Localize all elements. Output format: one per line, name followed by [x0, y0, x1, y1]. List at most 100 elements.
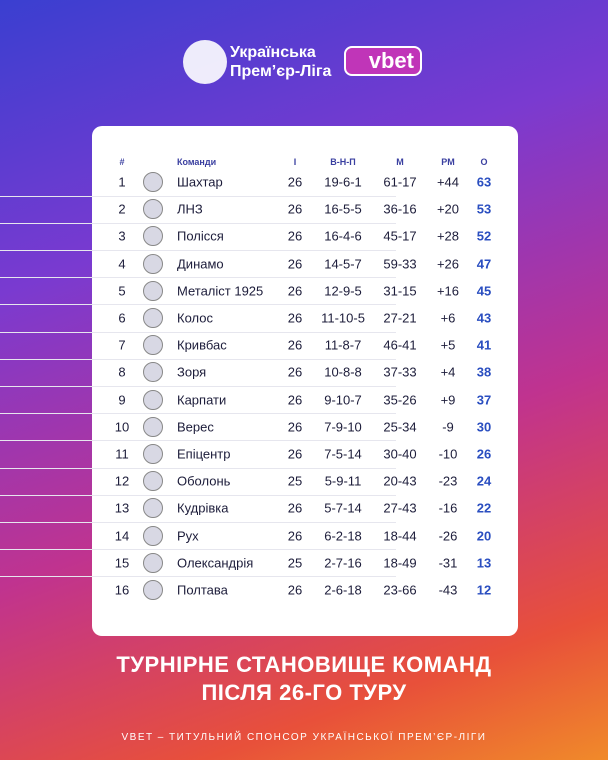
team: Верес: [177, 419, 214, 435]
goal-diff: +28: [436, 228, 460, 244]
played: 25: [287, 473, 303, 489]
goals: 35-26: [383, 392, 417, 408]
team: Кудрівка: [177, 500, 229, 516]
played: 26: [287, 201, 303, 217]
points: 24: [476, 473, 492, 489]
goals: 46-41: [383, 337, 417, 353]
record: 16-4-6: [324, 228, 362, 244]
league-name: Прем’єр-Ліга: [230, 63, 332, 80]
team-logo: [143, 552, 163, 573]
team-logo: [143, 389, 163, 410]
points: 43: [476, 310, 492, 326]
team: Полісся: [177, 228, 224, 244]
points: 30: [476, 419, 492, 435]
team: Полтава: [177, 582, 228, 598]
goals: 23-66: [383, 582, 417, 598]
row-separator: [0, 304, 396, 306]
team: Колос: [177, 310, 213, 326]
goal-diff: -43: [438, 582, 458, 598]
team-logo: [143, 172, 163, 192]
team-logo: [143, 498, 163, 519]
points: 53: [476, 201, 492, 217]
goals: 27-43: [383, 500, 417, 516]
goal-diff: +5: [440, 337, 456, 353]
row-separator: [0, 358, 396, 360]
record: 5-7-14: [324, 500, 362, 516]
points: 20: [476, 528, 492, 544]
played: 26: [287, 582, 303, 598]
rank: 6: [118, 310, 126, 326]
row-separator: [0, 277, 396, 279]
row-separator: [0, 494, 396, 496]
team: Шахтар: [177, 174, 223, 190]
team: Олександрія: [177, 555, 254, 571]
rank: 7: [118, 337, 126, 353]
team-logo: [143, 308, 163, 328]
goal-diff: -31: [438, 555, 458, 571]
row-separator: [0, 522, 396, 523]
team-logo: [143, 280, 163, 301]
column-header: #: [119, 157, 125, 167]
goal-diff: +6: [440, 310, 456, 326]
team: ЛНЗ: [177, 201, 203, 217]
row-separator: [0, 576, 396, 578]
rank: 13: [114, 500, 130, 516]
team: Оболонь: [177, 473, 231, 489]
record: 5-9-11: [324, 473, 362, 489]
record: 9-10-7: [324, 392, 362, 408]
team-logo: [143, 199, 163, 220]
row-separator: [0, 250, 396, 251]
goals: 18-44: [383, 528, 417, 544]
points: 47: [476, 256, 492, 272]
rank: 4: [118, 256, 126, 272]
played: 26: [287, 337, 303, 353]
goals: 20-43: [383, 473, 417, 489]
points: 22: [476, 500, 492, 516]
goal-diff: +26: [436, 256, 460, 272]
column-header: М: [396, 157, 404, 167]
team: Рух: [177, 528, 199, 544]
team: Зоря: [177, 364, 207, 380]
record: 2-6-18: [324, 582, 362, 598]
column-header: В-Н-П: [330, 157, 356, 167]
team-logo: [143, 226, 163, 247]
rank: 16: [114, 582, 130, 598]
sponsor-logo: vbet: [344, 46, 422, 76]
goals: 25-34: [383, 419, 417, 435]
league-name: Українська: [230, 44, 316, 61]
team-logo: [143, 471, 163, 492]
goals: 59-33: [383, 256, 417, 272]
points: 41: [476, 337, 492, 353]
row-separator: [0, 467, 396, 469]
record: 16-5-5: [324, 201, 362, 217]
team: Епіцентр: [177, 446, 231, 462]
goal-diff: +16: [436, 283, 460, 299]
goals: 36-16: [383, 201, 417, 217]
goal-diff: +9: [440, 392, 456, 408]
record: 2-7-16: [324, 555, 362, 571]
row-separator: [0, 549, 396, 551]
rank: 9: [118, 392, 126, 408]
record: 19-6-1: [324, 174, 362, 190]
footer-note: VBET – ТИТУЛЬНИЙ СПОНСОР УКРАЇНСЬКОЇ ПРЕ…: [121, 732, 487, 743]
column-header: Команди: [177, 157, 217, 167]
rank: 11: [115, 446, 129, 462]
goals: 27-21: [383, 310, 417, 326]
played: 26: [287, 228, 303, 244]
footer-title: ТУРНІРНЕ СТАНОВИЩЕ КОМАНД: [116, 652, 492, 677]
rank: 1: [118, 174, 126, 190]
rank: 14: [114, 528, 130, 544]
played: 26: [287, 256, 303, 272]
record: 11-10-5: [321, 310, 365, 326]
played: 26: [287, 310, 303, 326]
team-logo: [143, 525, 163, 546]
played: 26: [287, 419, 303, 435]
goals: 30-40: [383, 446, 417, 462]
row-separator: [0, 386, 396, 387]
goal-diff: -23: [438, 473, 458, 489]
record: 7-9-10: [324, 419, 362, 435]
rank: 15: [114, 555, 130, 571]
goal-diff: -9: [442, 419, 454, 435]
column-header: І: [293, 157, 297, 167]
record: 6-2-18: [324, 528, 362, 544]
